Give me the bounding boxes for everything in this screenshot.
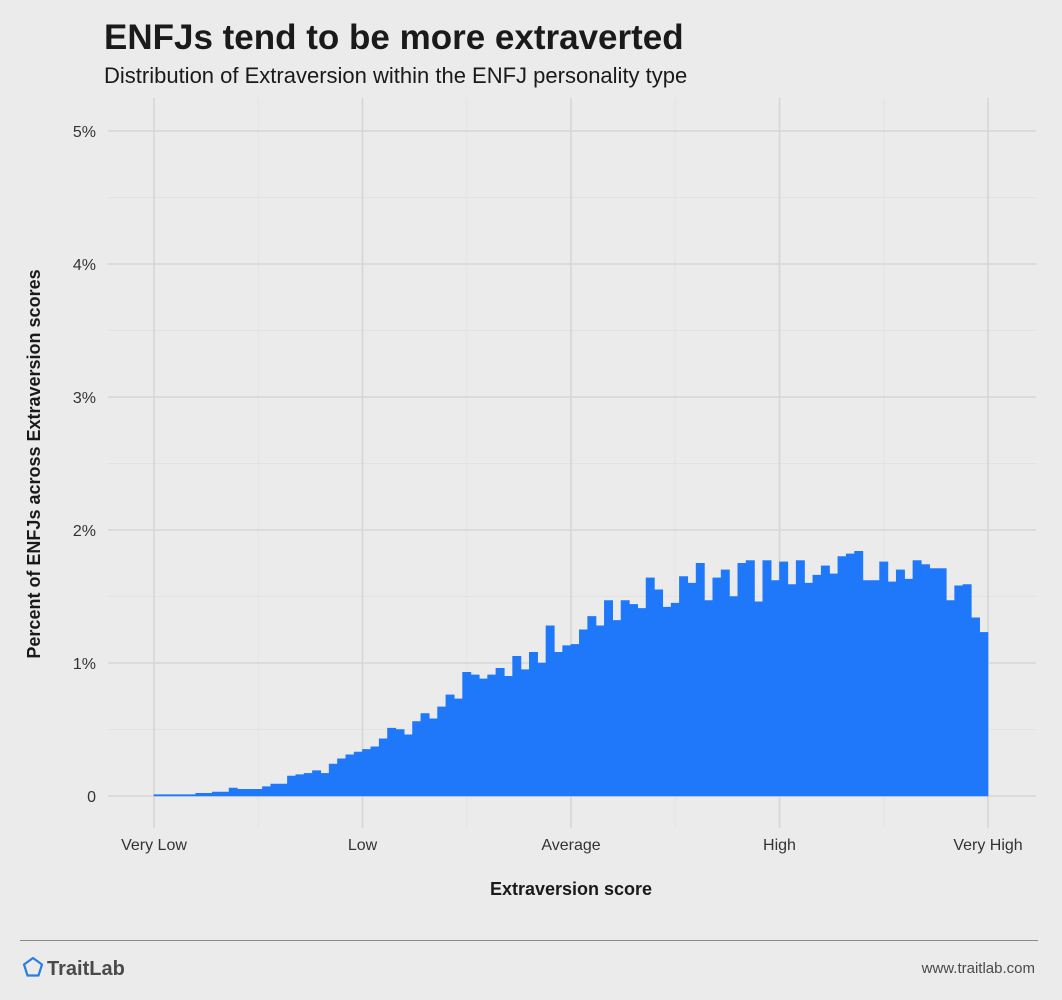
x-tick-label: High bbox=[763, 837, 796, 854]
y-tick-label: 5% bbox=[73, 124, 96, 141]
y-tick-label: 4% bbox=[73, 257, 96, 274]
y-axis-ticks: 0 1% 2% 3% 4% 5% bbox=[73, 124, 96, 806]
chart-subtitle: Distribution of Extraversion within the … bbox=[104, 63, 688, 88]
y-axis-title: Percent of ENFJs across Extraversion sco… bbox=[24, 269, 44, 658]
brand-logo: TraitLab bbox=[22, 956, 125, 983]
brand-name: TraitLab bbox=[47, 958, 125, 980]
y-tick-label: 3% bbox=[73, 390, 96, 407]
x-tick-label: Very High bbox=[953, 837, 1022, 854]
y-tick-label: 0 bbox=[87, 789, 96, 806]
site-url: www.traitlab.com bbox=[921, 960, 1035, 977]
footer-divider bbox=[20, 940, 1038, 941]
x-tick-label: Very Low bbox=[121, 837, 187, 854]
histogram-chart: 0 1% 2% 3% 4% 5% Very Low Low Average High Very H… bbox=[24, 98, 1036, 899]
x-axis-title: Extraversion score bbox=[490, 879, 652, 899]
x-tick-label: Average bbox=[541, 837, 600, 854]
x-axis-ticks: Very Low Low Average High Very High bbox=[121, 837, 1023, 854]
pentagon-icon bbox=[22, 956, 44, 983]
distribution-bars bbox=[153, 550, 989, 797]
chart-title: ENFJs tend to be more extraverted bbox=[104, 18, 684, 57]
y-tick-label: 1% bbox=[73, 656, 96, 673]
x-tick-label: Low bbox=[348, 837, 378, 854]
y-tick-label: 2% bbox=[73, 523, 96, 540]
